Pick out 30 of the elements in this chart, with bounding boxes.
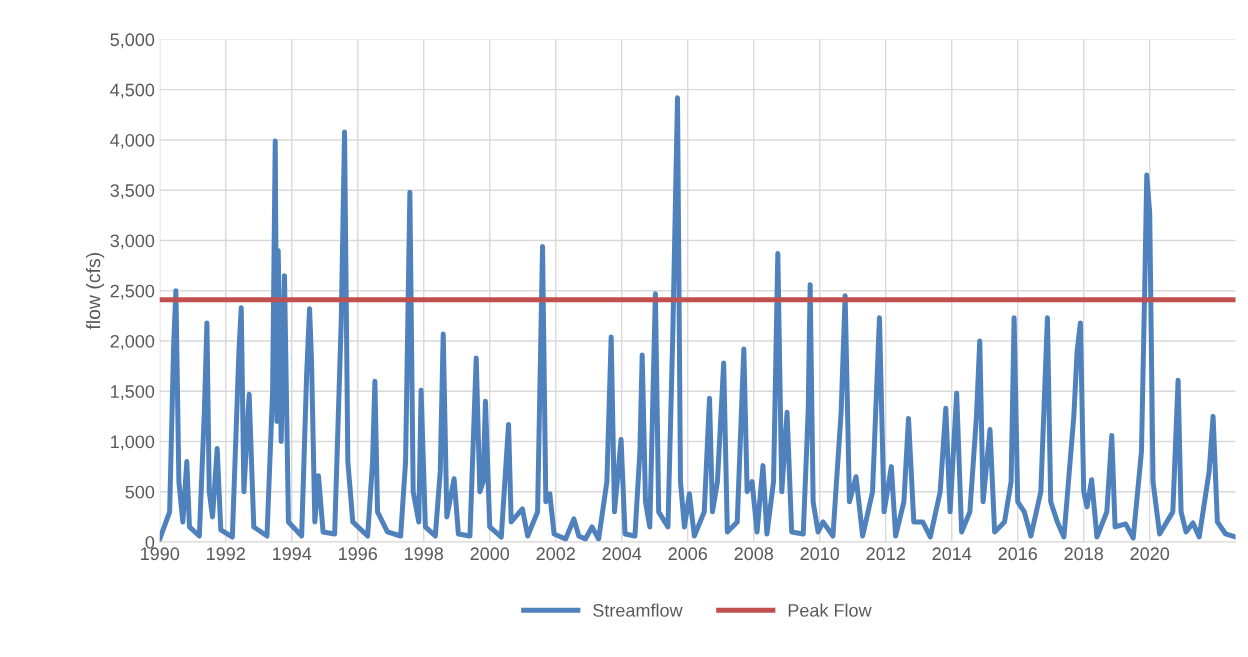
x-tick-label: 1998 bbox=[405, 547, 444, 561]
x-tick-label: 2006 bbox=[668, 547, 708, 561]
y-tick-label: 4,500 bbox=[110, 83, 155, 99]
x-tick-label: 2004 bbox=[602, 547, 642, 561]
y-tick-label: 2,500 bbox=[110, 284, 155, 300]
y-tick-label: 500 bbox=[125, 485, 155, 499]
y-tick-label: 1,500 bbox=[111, 385, 155, 401]
y-tick-label: 2,000 bbox=[110, 334, 155, 350]
legend-label: Streamflow bbox=[593, 603, 683, 617]
x-tick-label: 1994 bbox=[273, 547, 312, 561]
y-tick-label: 3,000 bbox=[110, 234, 155, 250]
legend-label: Peak Flow bbox=[788, 603, 872, 617]
y-axis-title: flow (cfs) bbox=[86, 253, 105, 330]
y-tick-label: 1,000 bbox=[111, 435, 155, 451]
x-tick-label: 2014 bbox=[932, 547, 972, 561]
x-tick-label: 2018 bbox=[1064, 547, 1104, 561]
x-tick-label: 2012 bbox=[866, 547, 905, 561]
x-tick-label: 2008 bbox=[734, 547, 774, 561]
x-tick-label: 1996 bbox=[339, 547, 378, 561]
x-tick-label: 1992 bbox=[207, 547, 245, 561]
y-tick-label: 0 bbox=[145, 535, 155, 549]
y-tick-label: 3,500 bbox=[110, 184, 155, 200]
x-tick-label: 2020 bbox=[1130, 547, 1170, 561]
x-tick-label: 2016 bbox=[998, 547, 1038, 561]
x-tick-label: 1990 bbox=[141, 547, 180, 561]
x-tick-label: 2010 bbox=[800, 547, 840, 561]
x-tick-label: 2002 bbox=[536, 547, 575, 561]
y-tick-label: 5,000 bbox=[110, 33, 155, 49]
y-tick-label: 4,000 bbox=[110, 133, 155, 149]
x-tick-label: 2000 bbox=[470, 547, 510, 561]
